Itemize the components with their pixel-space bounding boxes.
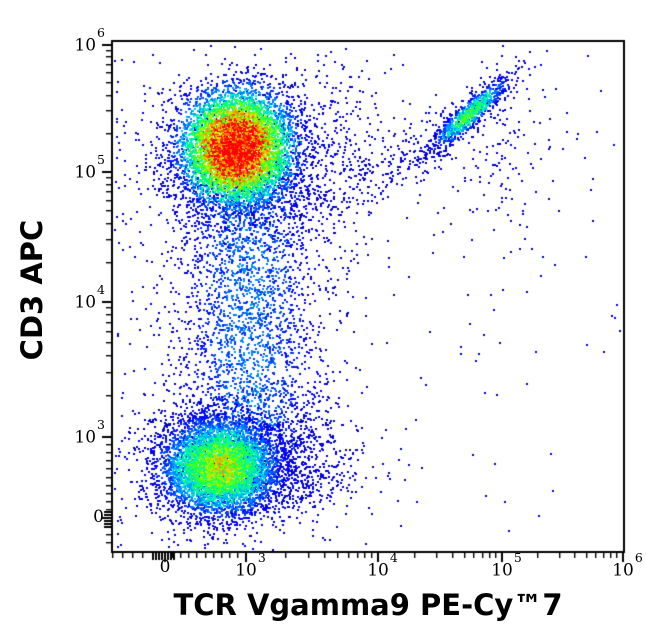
y-tick-label: 103 <box>74 416 105 448</box>
x-tick-label: 0 <box>159 557 171 577</box>
y-tick-label: 0 <box>93 506 104 527</box>
x-tick-label: 105 <box>491 550 522 581</box>
y-tick-label: 105 <box>74 151 105 183</box>
y-axis-title: CD3 APC <box>15 219 49 361</box>
x-tick-label: 106 <box>612 550 643 581</box>
y-tick-label: 106 <box>74 24 105 56</box>
x-axis-title: TCR Vgamma9 PE-Cy™7 <box>173 588 563 622</box>
y-tick-label: 104 <box>74 281 105 313</box>
x-tick-label: 103 <box>235 550 266 581</box>
x-tick-label: 104 <box>367 550 398 581</box>
